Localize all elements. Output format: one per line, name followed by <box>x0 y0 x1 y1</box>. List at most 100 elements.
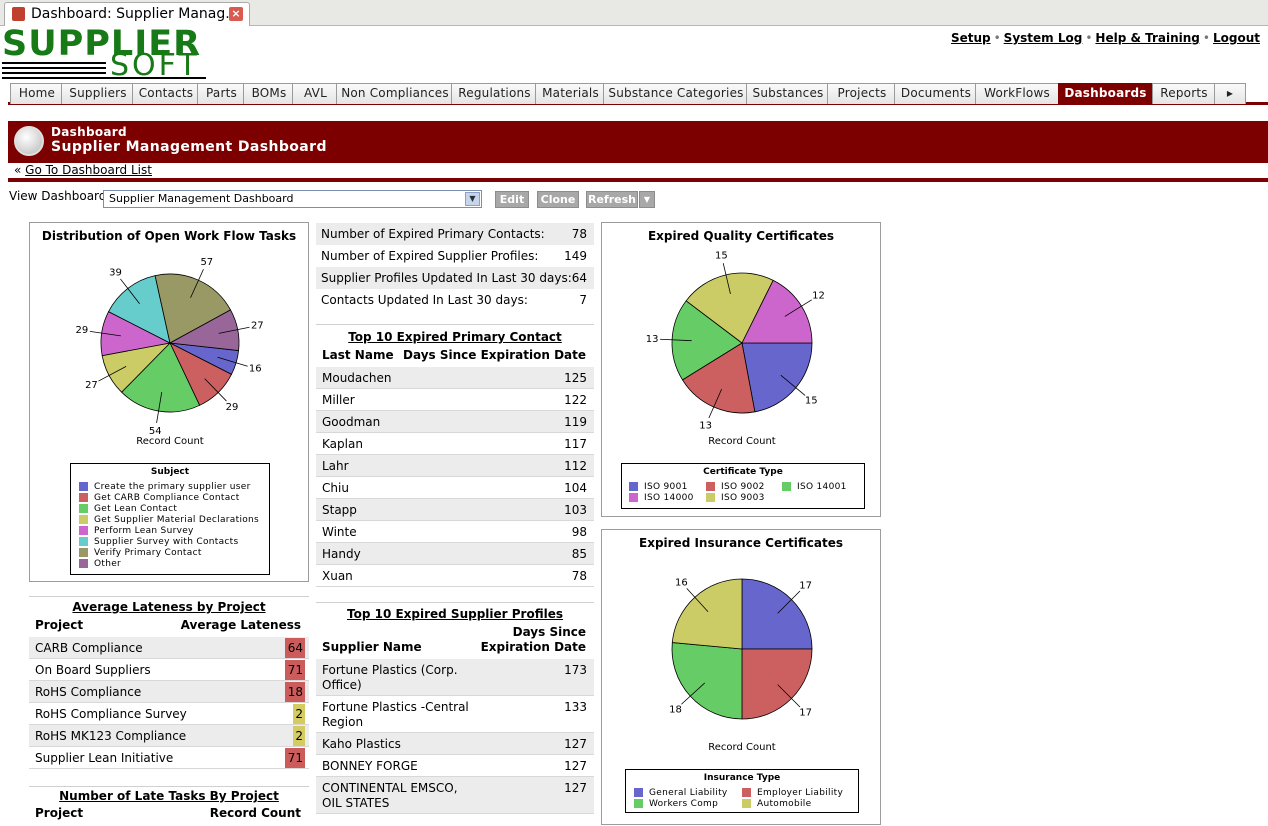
supplier-name: Fortune Plastics -Central Region <box>322 700 469 730</box>
table-row[interactable]: CONTINENTAL EMSCO, OIL STATES 127 <box>316 777 594 814</box>
browser-tab[interactable]: Dashboard: Supplier Manag... × <box>4 2 250 26</box>
table-row[interactable]: Winte 98 <box>316 521 594 543</box>
metrics-panel: Number of Expired Primary Contacts: 78 Num… <box>316 222 594 314</box>
table-row[interactable]: Goodman 119 <box>316 411 594 433</box>
table-row[interactable]: RoHS Compliance 18 <box>29 681 309 703</box>
legend-swatch <box>629 493 638 502</box>
table-row[interactable]: Lahr 112 <box>316 455 594 477</box>
tab-boms[interactable]: BOMs <box>243 83 295 104</box>
nav-scroll-right-icon[interactable]: ▸ <box>1214 83 1246 104</box>
profiles-col-days-1: Days Since <box>512 625 586 639</box>
table-row[interactable]: Fortune Plastics -Central Region 133 <box>316 696 594 733</box>
table-row[interactable]: Chiu 104 <box>316 477 594 499</box>
tab-parts[interactable]: Parts <box>197 83 246 104</box>
pie-label-leader <box>89 330 121 337</box>
table-row[interactable]: Xuan 78 <box>316 565 594 587</box>
help-training-link[interactable]: Help & Training <box>1095 31 1200 45</box>
close-tab-icon[interactable]: × <box>229 7 243 21</box>
lateness-value: 71 <box>285 748 305 768</box>
pie-label-leader <box>784 299 812 317</box>
system-log-link[interactable]: System Log <box>1003 31 1083 45</box>
legend-label: ISO 14000 <box>644 493 694 503</box>
chevron-down-icon[interactable]: ▼ <box>465 192 480 206</box>
legend-title: Certificate Type <box>703 467 783 477</box>
workflow-chart-title: Distribution of Open Work Flow Tasks <box>41 229 297 243</box>
metric-label: Number of Expired Supplier Profiles: <box>321 249 539 263</box>
page-title: Supplier Management Dashboard <box>51 139 327 155</box>
pie-slice[interactable] <box>671 642 743 720</box>
logout-link[interactable]: Logout <box>1212 31 1260 45</box>
tab-workflows[interactable]: WorkFlows <box>975 83 1059 104</box>
tab-contacts[interactable]: Contacts <box>132 83 200 104</box>
clone-button[interactable]: Clone <box>537 191 579 208</box>
contacts-col-days: Days Since Expiration Date <box>403 348 586 362</box>
go-to-dashboard-list-link[interactable]: Go To Dashboard List <box>25 163 152 177</box>
pie-label-leader <box>708 388 723 419</box>
legend-label: Automobile <box>757 799 812 809</box>
contact-days: 85 <box>571 547 587 561</box>
tab-substance-categories[interactable]: Substance Categories <box>603 83 749 104</box>
legend-title: Subject <box>150 467 190 477</box>
legend-swatch <box>706 493 715 502</box>
tab-projects[interactable]: Projects <box>827 83 897 104</box>
table-row[interactable]: RoHS MK123 Compliance 2 <box>29 725 309 747</box>
contact-last-name: Kaplan <box>322 437 363 451</box>
tab-regulations[interactable]: Regulations <box>451 83 538 104</box>
table-row[interactable]: Supplier Lean Initiative 71 <box>29 747 309 769</box>
table-row[interactable]: Kaho Plastics 127 <box>316 733 594 755</box>
tab-avl[interactable]: AVL <box>292 83 339 104</box>
pie-label-leader <box>120 278 140 304</box>
dashboard-gauge-icon <box>14 126 44 156</box>
table-row[interactable]: Kaplan 117 <box>316 433 594 455</box>
legend-swatch <box>634 799 643 808</box>
pie-data-label: 12 <box>812 291 825 302</box>
pie-slice[interactable] <box>671 578 743 650</box>
contact-last-name: Winte <box>322 525 357 539</box>
refresh-button[interactable]: Refresh <box>586 191 638 208</box>
pie-label-leader <box>780 374 806 396</box>
legend-entry: Verify Primary Contact <box>79 548 202 559</box>
pie-data-label: 39 <box>109 268 122 279</box>
contact-days: 117 <box>564 437 587 451</box>
table-row[interactable]: Miller 122 <box>316 389 594 411</box>
view-dashboard-select[interactable]: Supplier Management Dashboard ▼ <box>103 190 482 208</box>
table-row[interactable]: BONNEY FORGE 127 <box>316 755 594 777</box>
late-tasks-col-count: Record Count <box>209 806 301 820</box>
tab-substances[interactable]: Substances <box>746 83 830 104</box>
setup-link[interactable]: Setup <box>950 31 991 45</box>
tab-suppliers[interactable]: Suppliers <box>61 83 135 104</box>
table-row[interactable]: RoHS Compliance Survey 2 <box>29 703 309 725</box>
tab-reports[interactable]: Reports <box>1152 83 1216 104</box>
pie-data-label: 29 <box>76 325 89 336</box>
tab-home[interactable]: Home <box>10 83 64 104</box>
tab-materials[interactable]: Materials <box>535 83 606 104</box>
edit-button[interactable]: Edit <box>495 191 529 208</box>
expired-profiles-panel: Top 10 Expired Supplier Profiles Supplie… <box>316 602 594 821</box>
supplier-name: Kaho Plastics <box>322 737 401 752</box>
legend-entry: ISO 9003 <box>706 493 765 504</box>
legend-label: General Liability <box>649 788 728 798</box>
tab-documents[interactable]: Documents <box>894 83 978 104</box>
legend-entry: Get CARB Compliance Contact <box>79 493 240 504</box>
table-row[interactable]: Stapp 103 <box>316 499 594 521</box>
tab-non-compliances[interactable]: Non Compliances <box>336 83 454 104</box>
insurance-certs-panel: Expired Insurance Certificates 17 17 18 16 … <box>601 529 881 825</box>
insurance-pie-chart: 17 17 18 16 <box>669 577 813 720</box>
metric-value: 64 <box>571 271 587 285</box>
table-row[interactable]: Fortune Plastics (Corp. Office) 173 <box>316 659 594 696</box>
table-row[interactable]: CARB Compliance 64 <box>29 637 309 659</box>
table-row[interactable]: On Board Suppliers 71 <box>29 659 309 681</box>
browser-tab-title: Dashboard: Supplier Manag... <box>31 6 239 22</box>
tab-dashboards[interactable]: Dashboards <box>1058 83 1153 104</box>
legend-swatch <box>79 504 88 513</box>
lateness-project: Supplier Lean Initiative <box>35 751 174 765</box>
refresh-menu-chevron-icon[interactable]: ▼ <box>639 191 655 208</box>
table-row[interactable]: Handy 85 <box>316 543 594 565</box>
contact-days: 98 <box>571 525 587 539</box>
lateness-panel: Average Lateness by Project Project Aver… <box>29 596 309 772</box>
table-row[interactable]: Moudachen 125 <box>316 367 594 389</box>
legend-label: Supplier Survey with Contacts <box>94 537 239 547</box>
pie-label-leader <box>218 326 250 334</box>
lateness-project: RoHS Compliance Survey <box>35 707 187 721</box>
pie-data-label: 16 <box>675 577 688 588</box>
